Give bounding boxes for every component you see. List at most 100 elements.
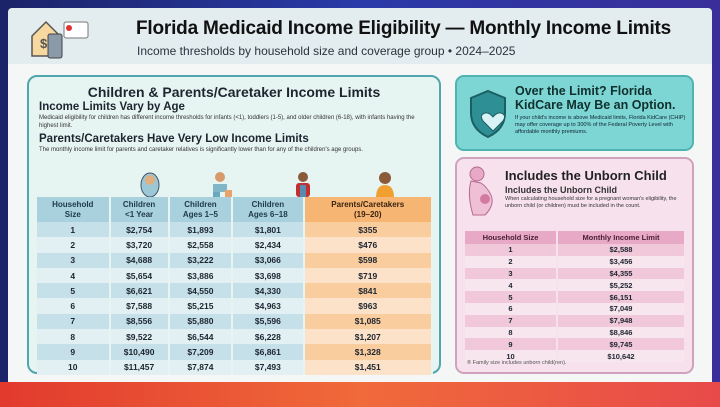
table-cell: 2	[37, 237, 111, 253]
kidcare-title: Over the Limit? Florida KidCare May Be a…	[515, 84, 676, 112]
unborn-title: Includes the Unborn Child	[505, 168, 667, 183]
column-header: Children Ages 6–18	[232, 197, 305, 222]
column-header: Household Size	[37, 197, 111, 222]
table-cell: $3,222	[168, 252, 234, 268]
table-row: 1 $2,588	[465, 244, 687, 256]
shield-heart-icon	[470, 89, 506, 139]
table-cell: $598	[303, 252, 434, 268]
table-cell: 5	[37, 283, 111, 299]
children-parents-card: Children & Parents/Caretaker Income Limi…	[27, 75, 441, 375]
table-cell: 5	[465, 291, 558, 303]
table-cell: $1,801	[232, 222, 305, 238]
table-cell: 4	[465, 279, 558, 292]
page-subtitle: Income thresholds by household size and …	[137, 44, 516, 58]
toddler-icon	[213, 172, 232, 197]
parent-icon	[376, 172, 394, 198]
table-cell: $5,654	[109, 267, 170, 284]
table-cell: $7,209	[168, 344, 234, 360]
table-row: 5 $6,151	[465, 291, 687, 303]
table-cell: $7,049	[556, 302, 687, 315]
table-cell: 8	[465, 326, 558, 339]
page-title: Florida Medicaid Income Eligibility — Mo…	[136, 18, 672, 39]
table-cell: 8	[37, 329, 111, 345]
table-cell: $3,886	[168, 267, 234, 284]
table-cell: 1	[465, 244, 558, 256]
table-cell: $1,085	[303, 313, 434, 330]
table-cell: 9	[37, 344, 111, 360]
table-cell: $4,963	[232, 298, 305, 314]
unborn-child-card: Includes the Unborn Child Includes the U…	[455, 157, 694, 374]
table-cell: $4,550	[168, 283, 234, 299]
column-header: Children Ages 1–5	[168, 197, 234, 222]
kidcare-text: If your child's income is above Medicaid…	[515, 115, 686, 135]
pregnant-woman-icon	[468, 166, 493, 216]
table-cell: 7	[37, 313, 111, 330]
table-cell: $5,880	[168, 313, 234, 330]
table-row: 10 $11,457 $7,874 $7,493 $1,451	[37, 359, 434, 375]
table-cell: 4	[37, 267, 111, 284]
table-cell: $7,948	[556, 314, 687, 327]
table-cell: 6	[465, 302, 558, 315]
table-row: 4 $5,252	[465, 279, 687, 292]
section-heading-age: Income Limits Vary by Age	[39, 101, 185, 113]
table-row: 9 $10,490 $7,209 $6,861 $1,328	[37, 344, 434, 360]
table-cell: $4,330	[232, 283, 305, 299]
column-header: Household Size	[465, 231, 558, 244]
table-row: 3 $4,688 $3,222 $3,066 $598	[37, 252, 434, 268]
table-cell: $841	[303, 283, 434, 299]
table-cell: $11,457	[109, 359, 170, 375]
table-row: 2 $3,720 $2,558 $2,434 $476	[37, 237, 434, 253]
table-cell: $2,434	[232, 237, 305, 253]
table-cell: $6,621	[109, 283, 170, 299]
table-cell: $6,861	[232, 344, 305, 360]
table-cell: $9,522	[109, 329, 170, 345]
children-income-table: Household Size Children <1 Year Children A…	[37, 197, 434, 375]
table-cell: $7,874	[168, 359, 234, 375]
table-cell: $2,754	[109, 222, 170, 238]
kidcare-card: Over the Limit? Florida KidCare May Be a…	[455, 75, 694, 151]
table-cell: 7	[465, 314, 558, 327]
table-cell: $1,451	[303, 359, 434, 375]
table-row: 5 $6,621 $4,550 $4,330 $841	[37, 283, 434, 299]
card-title: Children & Parents/Caretaker Income Limi…	[87, 84, 381, 100]
table-cell: $3,456	[556, 255, 687, 268]
table-row: 3 $4,355	[465, 267, 687, 280]
table-cell: $7,588	[109, 298, 170, 314]
section-text-age: Medicaid eligibility for children has di…	[39, 115, 415, 129]
svg-text:$: $	[40, 36, 48, 51]
table-row: 7 $7,948	[465, 314, 687, 327]
table-cell: $6,544	[168, 329, 234, 345]
table-cell: $3,066	[232, 252, 305, 268]
child-icon	[296, 172, 310, 197]
table-cell: 10	[465, 350, 558, 362]
table-cell: $2,588	[556, 244, 687, 256]
table-cell: $1,893	[168, 222, 234, 238]
table-cell: $6,228	[232, 329, 305, 345]
table-row: 2 $3,456	[465, 255, 687, 268]
table-cell: 1	[37, 222, 111, 238]
table-cell: $3,720	[109, 237, 170, 253]
header: $ Florida Medicaid Income Eligibility — …	[8, 8, 712, 64]
table-row: 9 $9,745	[465, 338, 687, 351]
unborn-text: When calculating household size for a pr…	[505, 196, 677, 209]
table-cell: $3,698	[232, 267, 305, 284]
section-text-parents: The monthly income limit for parents and…	[39, 147, 363, 153]
house-calculator-logo-icon: $	[31, 20, 89, 59]
table-cell: $4,355	[556, 267, 687, 280]
table-cell: $5,252	[556, 279, 687, 292]
table-row: 8 $8,846	[465, 326, 687, 339]
bottom-band	[0, 382, 720, 407]
section-heading-parents: Parents/Caretakers Have Very Low Income …	[39, 133, 309, 145]
table-cell: $1,328	[303, 344, 434, 360]
table-row: 10 $10,642	[465, 350, 687, 362]
table-cell: $963	[303, 298, 434, 314]
table-cell: $4,688	[109, 252, 170, 268]
table-row: 7 $8,556 $5,880 $5,596 $1,085	[37, 313, 434, 330]
table-row: 6 $7,588 $5,215 $4,963 $963	[37, 298, 434, 314]
table-cell: $8,846	[556, 326, 687, 339]
table-row: 8 $9,522 $6,544 $6,228 $1,207	[37, 329, 434, 345]
table-cell: $2,558	[168, 237, 234, 253]
table-row: 4 $5,654 $3,886 $3,698 $719	[37, 267, 434, 284]
table-cell: $355	[303, 222, 434, 238]
table-cell: $5,596	[232, 313, 305, 330]
